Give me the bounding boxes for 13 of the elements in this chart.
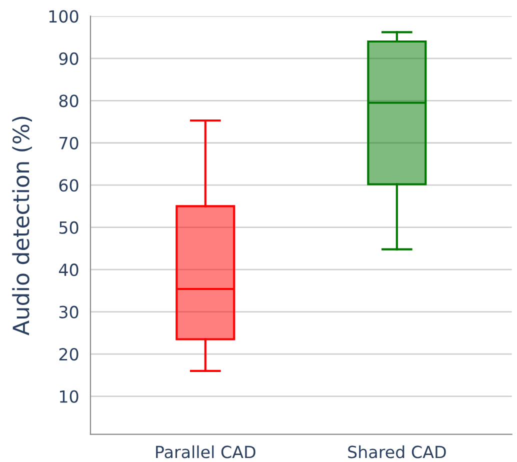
x-tick-label: Parallel CAD bbox=[156, 445, 256, 458]
x-tick-label: Shared CAD bbox=[348, 445, 446, 458]
y-tick-label: 10 bbox=[60, 390, 78, 403]
y-tick-label: 20 bbox=[59, 348, 78, 361]
y-tick-label: 40 bbox=[58, 264, 78, 276]
y-tick-label: 30 bbox=[59, 306, 78, 318]
y-tick-label: 70 bbox=[60, 136, 78, 150]
y-axis-title: Audio detection (%) bbox=[12, 116, 32, 336]
y-tick-label: 100 bbox=[49, 10, 78, 23]
y-tick-label: 90 bbox=[59, 52, 78, 65]
y-tick-label: 80 bbox=[59, 94, 78, 108]
y-tick-label: 60 bbox=[59, 179, 78, 192]
y-tick-label: 50 bbox=[59, 221, 78, 234]
